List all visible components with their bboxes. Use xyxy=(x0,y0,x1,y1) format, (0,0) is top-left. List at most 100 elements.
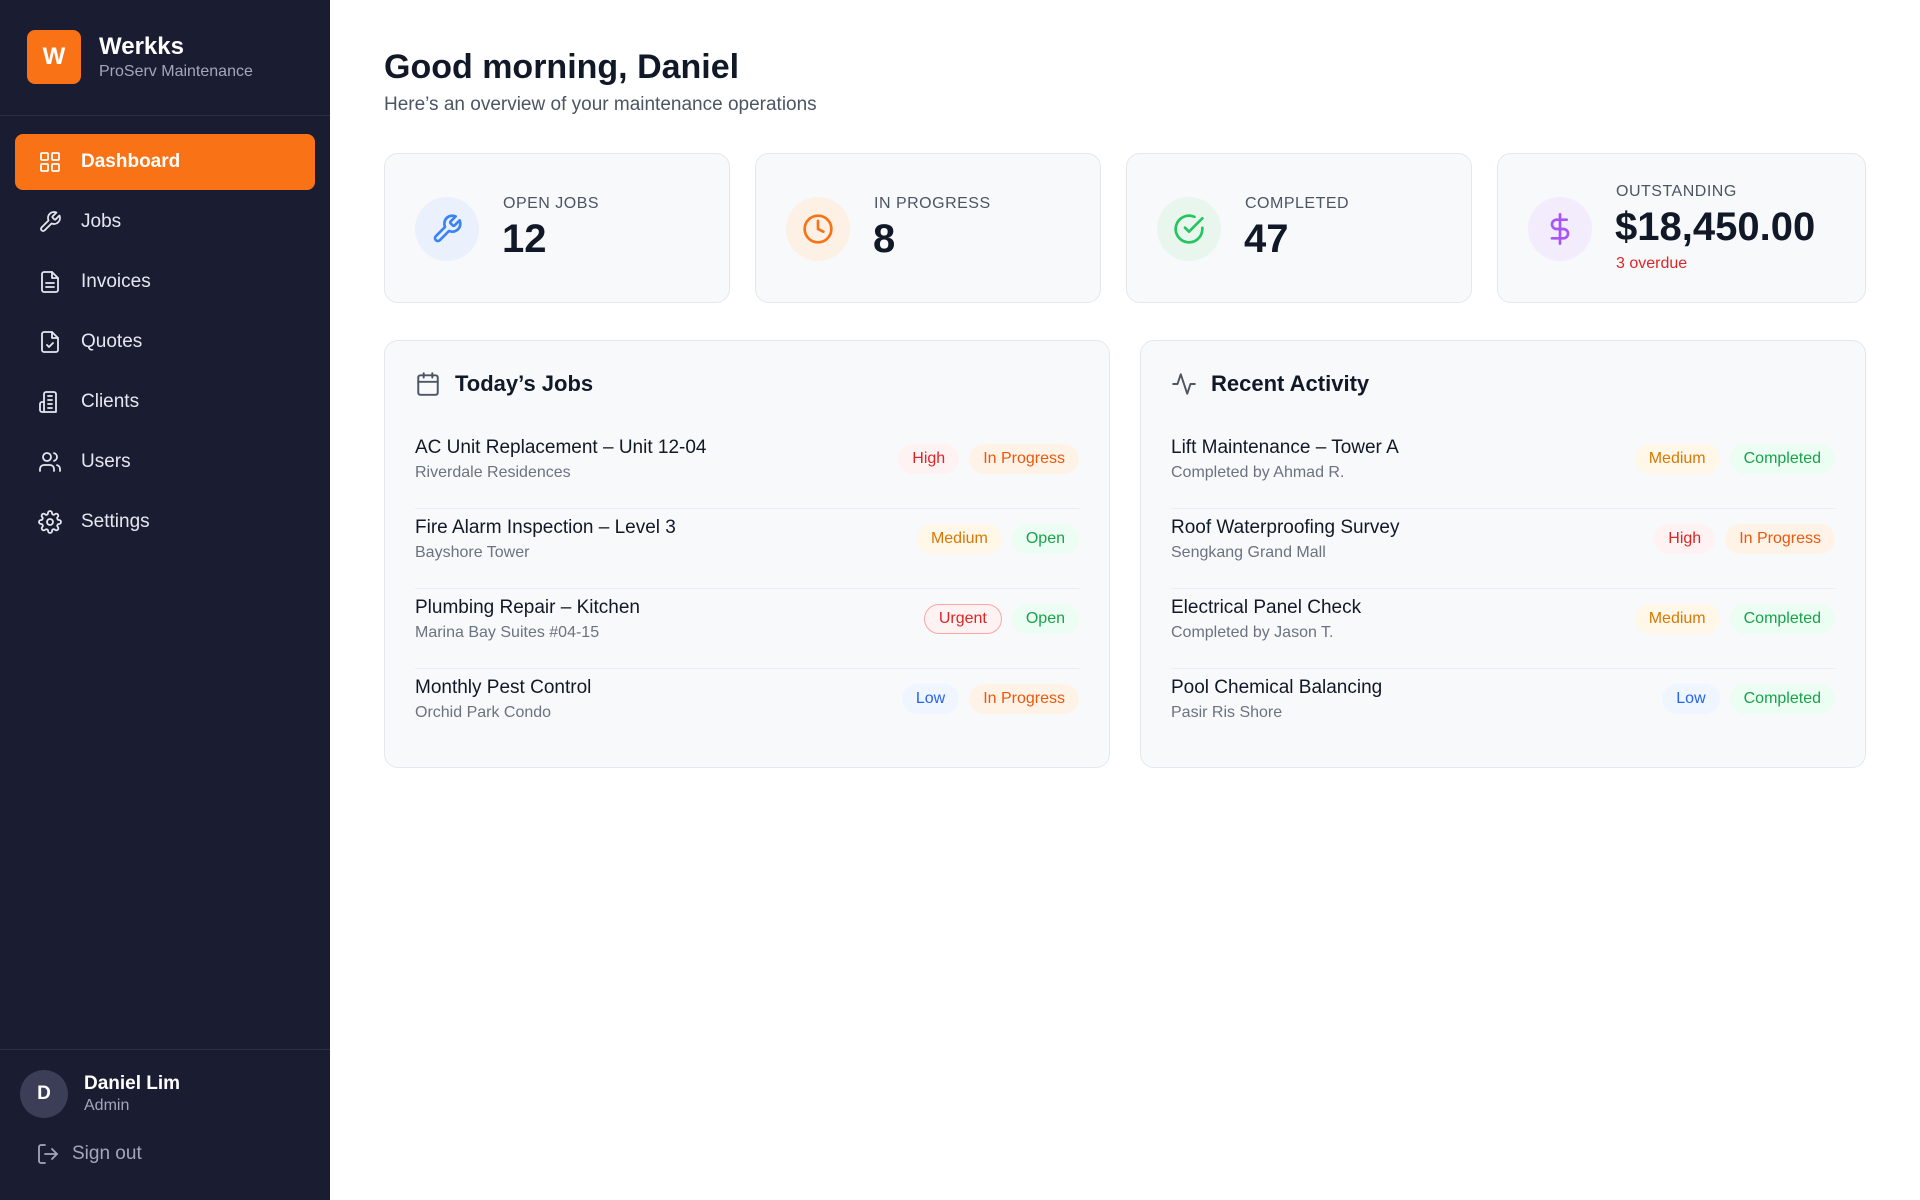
sign-out-button[interactable]: Sign out xyxy=(36,1142,142,1166)
wrench-icon xyxy=(415,197,479,261)
calendar-icon xyxy=(417,372,439,396)
activity-detail: Completed by Jason T. xyxy=(1171,624,1334,641)
sign-out-label: Sign out xyxy=(72,1143,142,1164)
dollar-icon xyxy=(1528,197,1592,261)
check-circle-icon xyxy=(1157,197,1221,261)
sidebar-item-label: Settings xyxy=(81,511,150,532)
list-item[interactable]: AC Unit Replacement – Unit 12-04 Riverda… xyxy=(415,429,1079,509)
recent-activity-panel: Recent Activity Lift Maintenance – Tower… xyxy=(1140,340,1866,768)
priority-badge: High xyxy=(1654,524,1716,554)
list-item[interactable]: Monthly Pest Control Orchid Park Condo L… xyxy=(415,669,1079,749)
overdue-note: 3 overdue xyxy=(1616,255,1688,272)
priority-badge: Low xyxy=(1662,684,1720,714)
brand-subtitle: ProServ Maintenance xyxy=(99,63,253,80)
document-check-icon xyxy=(37,329,63,355)
wrench-icon xyxy=(37,209,63,235)
sidebar-item-users[interactable]: Users xyxy=(15,434,315,490)
priority-badge: Medium xyxy=(1634,604,1720,634)
sidebar-item-settings[interactable]: Settings xyxy=(15,494,315,550)
stat-value: 12 xyxy=(502,217,547,261)
activity-title: Lift Maintenance – Tower A xyxy=(1171,437,1399,458)
status-badge: Open xyxy=(1011,524,1079,554)
status-badge: In Progress xyxy=(969,444,1079,474)
sidebar-item-label: Dashboard xyxy=(81,151,181,172)
priority-badge: High xyxy=(898,444,960,474)
status-badge: Completed xyxy=(1729,444,1835,474)
users-icon xyxy=(37,449,63,475)
sidebar-item-label: Jobs xyxy=(81,211,122,232)
gear-icon xyxy=(37,509,63,535)
activity-icon xyxy=(1172,373,1196,395)
stat-card-outstanding[interactable]: OUTSTANDING $18,450.00 3 overdue xyxy=(1497,153,1866,303)
sidebar-item-jobs[interactable]: Jobs xyxy=(15,194,315,250)
grid-icon xyxy=(37,149,63,175)
job-title: Monthly Pest Control xyxy=(415,677,592,698)
list-item[interactable]: Plumbing Repair – Kitchen Marina Bay Sui… xyxy=(415,589,1079,669)
list-item[interactable]: Pool Chemical Balancing Pasir Ris Shore … xyxy=(1171,669,1835,749)
activity-title: Roof Waterproofing Survey xyxy=(1171,517,1400,538)
job-location: Bayshore Tower xyxy=(415,544,530,561)
clock-icon xyxy=(786,197,850,261)
sidebar-item-label: Invoices xyxy=(81,271,151,292)
stat-value: 8 xyxy=(873,217,896,261)
activity-title: Pool Chemical Balancing xyxy=(1171,677,1383,698)
status-badge: Open xyxy=(1011,604,1079,634)
priority-badge: Medium xyxy=(916,524,1002,554)
stat-label: COMPLETED xyxy=(1245,195,1350,212)
list-item[interactable]: Electrical Panel Check Completed by Jaso… xyxy=(1171,589,1835,669)
sidebar-item-invoices[interactable]: Invoices xyxy=(15,254,315,310)
brand-logo: W xyxy=(27,30,81,84)
job-location: Orchid Park Condo xyxy=(415,704,552,721)
priority-badge: Low xyxy=(901,684,960,714)
sidebar-item-clients[interactable]: Clients xyxy=(15,374,315,430)
job-title: Fire Alarm Inspection – Level 3 xyxy=(415,517,676,538)
list-item[interactable]: Fire Alarm Inspection – Level 3 Bayshore… xyxy=(415,509,1079,589)
stat-label: IN PROGRESS xyxy=(874,195,991,212)
sidebar-item-dashboard[interactable]: Dashboard xyxy=(15,134,315,190)
user-role: Admin xyxy=(84,1097,130,1114)
stat-card-in-progress[interactable]: IN PROGRESS 8 xyxy=(755,153,1101,303)
page-title: Good morning, Daniel xyxy=(384,48,740,86)
stat-label: OUTSTANDING xyxy=(1616,183,1737,200)
status-badge: Completed xyxy=(1729,604,1835,634)
building-icon xyxy=(37,389,63,415)
brand-name: Werkks xyxy=(99,33,184,60)
status-badge: Completed xyxy=(1729,684,1835,714)
list-item[interactable]: Roof Waterproofing Survey Sengkang Grand… xyxy=(1171,509,1835,589)
user-profile[interactable]: D Daniel Lim Admin xyxy=(20,1070,180,1118)
panel-title: Today’s Jobs xyxy=(455,371,594,396)
activity-detail: Completed by Ahmad R. xyxy=(1171,464,1345,481)
stat-value: $18,450.00 xyxy=(1615,205,1816,249)
priority-badge: Medium xyxy=(1634,444,1720,474)
todays-jobs-panel: Today’s Jobs AC Unit Replacement – Unit … xyxy=(384,340,1110,768)
avatar: D xyxy=(20,1070,68,1118)
document-icon xyxy=(37,269,63,295)
activity-detail: Pasir Ris Shore xyxy=(1171,704,1283,721)
status-badge: In Progress xyxy=(969,684,1079,714)
activity-detail: Sengkang Grand Mall xyxy=(1171,544,1326,561)
activity-title: Electrical Panel Check xyxy=(1171,597,1362,618)
brand[interactable]: W Werkks ProServ Maintenance xyxy=(27,30,253,84)
status-badge: In Progress xyxy=(1725,524,1835,554)
stat-card-open-jobs[interactable]: OPEN JOBS 12 xyxy=(384,153,730,303)
sidebar-item-label: Quotes xyxy=(81,331,143,352)
sidebar-divider xyxy=(0,1049,330,1050)
job-location: Riverdale Residences xyxy=(415,464,571,481)
job-title: AC Unit Replacement – Unit 12-04 xyxy=(415,437,707,458)
list-item[interactable]: Lift Maintenance – Tower A Completed by … xyxy=(1171,429,1835,509)
priority-badge: Urgent xyxy=(923,604,1002,634)
sidebar-nav: Dashboard Jobs Invoices Quotes Clients xyxy=(15,134,315,554)
job-location: Marina Bay Suites #04-15 xyxy=(415,624,600,641)
sidebar-item-label: Users xyxy=(81,451,131,472)
stat-label: OPEN JOBS xyxy=(503,195,600,212)
sign-out-icon xyxy=(38,1144,58,1164)
user-name: Daniel Lim xyxy=(84,1073,181,1094)
panel-title: Recent Activity xyxy=(1211,371,1370,396)
stat-card-completed[interactable]: COMPLETED 47 xyxy=(1126,153,1472,303)
page-subtitle: Here’s an overview of your maintenance o… xyxy=(384,94,817,115)
sidebar-item-quotes[interactable]: Quotes xyxy=(15,314,315,370)
sidebar-item-label: Clients xyxy=(81,391,140,412)
sidebar-divider xyxy=(0,115,330,116)
stat-value: 47 xyxy=(1244,217,1289,261)
sidebar: W Werkks ProServ Maintenance Dashboard J… xyxy=(0,0,330,1200)
